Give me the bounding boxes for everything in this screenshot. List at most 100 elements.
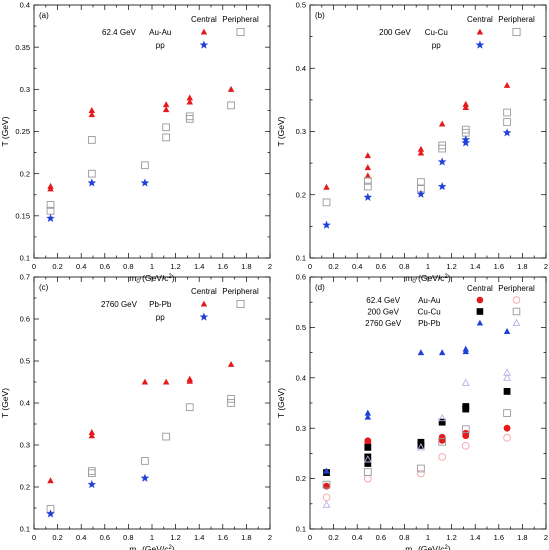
data-point (503, 424, 511, 432)
data-point (503, 409, 511, 417)
data-point (227, 394, 235, 403)
data-point (227, 85, 235, 92)
series-62-4-gev-au-au-central (323, 424, 511, 490)
x-tick-label: 0 (308, 262, 312, 271)
data-point (503, 433, 511, 442)
x-tick-label: 0.6 (100, 533, 110, 542)
data-point (162, 101, 170, 108)
data-point (87, 169, 96, 178)
data-point (363, 455, 372, 463)
data-point (227, 101, 235, 110)
data-point (162, 123, 171, 132)
legend: Central Peripheral 62.4 GeV Au-Au 200 GeV Cu-… (365, 284, 535, 328)
y-tick-label: 0.3 (296, 424, 306, 433)
legend-header-peripheral: Peripheral (222, 287, 259, 296)
x-tick-label: 1.8 (241, 262, 251, 271)
y-tick-label: 0.5 (296, 1, 306, 10)
data-point (503, 388, 511, 395)
legend-marker-reference (475, 40, 485, 49)
series-2760-gev-pb-pb-central (323, 328, 511, 474)
series-peripheral (46, 101, 235, 215)
panel-d: 0 0.2 0.4 0.6 0.8 1 1.2 1.4 1.6 1.8 2 0.1 0.2 0.3 0.4 0… (276, 273, 548, 550)
y-axis-label: T (GeV) (0, 388, 10, 418)
y-tick-label: 0.4 (20, 399, 30, 408)
y-tick-label: 0.25 (15, 127, 30, 136)
x-tick-label: 1.2 (170, 533, 180, 542)
data-point (502, 128, 512, 137)
x-tick-label: 0.4 (76, 262, 86, 271)
x-tick-label: 1.4 (470, 262, 480, 271)
data-point (87, 479, 97, 489)
series-200-gev-cu-cu-central (323, 388, 511, 476)
panel-a: 0 0.2 0.4 0.6 0.8 1 1.2 1.4 1.6 1.8 2 0.1 0.15 0.2 0.2… (0, 1, 272, 285)
x-tick-label: 0.8 (399, 533, 409, 542)
plot-frame (33, 4, 271, 259)
legend-header-central: Central (191, 15, 217, 24)
x-tick-label: 1.2 (170, 262, 180, 271)
data-point (47, 477, 54, 484)
y-axis-label: T (GeV) (276, 388, 286, 418)
x-tick-label: 1.2 (446, 533, 456, 542)
data-point (461, 441, 470, 450)
x-tick-label: 1.6 (494, 533, 504, 542)
legend-reference: pp (156, 41, 165, 50)
legend-marker-peripheral (512, 307, 521, 316)
x-tick-label: 1.8 (517, 262, 527, 271)
data-point (438, 453, 447, 461)
data-point (503, 81, 511, 88)
y-tick-label: 0.15 (15, 211, 30, 220)
x-tick-label: 0.8 (123, 262, 133, 271)
x-tick-label: 1.6 (218, 262, 228, 271)
data-point (417, 149, 425, 156)
legend-system: Cu-Cu (418, 308, 441, 317)
data-point (185, 403, 194, 412)
y-tick-label: 0.3 (20, 85, 30, 94)
data-point (417, 469, 425, 478)
data-point (323, 183, 330, 190)
legend-system: Au-Au (149, 28, 171, 37)
data-point (417, 441, 425, 449)
y-tick-label: 0.1 (20, 525, 30, 534)
data-point (323, 482, 330, 490)
x-tick-label: 0.2 (328, 533, 338, 542)
series-central (47, 360, 235, 484)
data-point (461, 378, 470, 386)
data-point (462, 348, 469, 355)
data-point (462, 104, 469, 111)
y-tick-label: 0.4 (20, 1, 30, 10)
data-point (503, 118, 511, 126)
data-point (364, 152, 372, 159)
legend-marker-central (476, 28, 484, 35)
y-tick-label: 0.2 (20, 169, 30, 178)
data-point (438, 144, 447, 153)
legend-marker-peripheral (236, 299, 245, 309)
legend: Central Peripheral 2760 GeV Pb-Pb pp (101, 287, 259, 322)
data-point (46, 201, 55, 209)
data-point (227, 360, 235, 367)
legend-energy: 62.4 GeV (366, 296, 400, 305)
y-tick-label: 0.4 (296, 64, 306, 73)
data-point (186, 94, 193, 101)
series-peripheral (322, 108, 511, 207)
data-point (364, 443, 372, 451)
legend-marker-peripheral (236, 27, 245, 37)
x-tick-label: 0.6 (376, 262, 386, 271)
x-tick-label: 0.4 (76, 533, 86, 542)
series-central (323, 81, 511, 190)
y-tick-label: 0.35 (15, 43, 30, 52)
x-tick-label: 1.4 (194, 262, 204, 271)
legend-marker-central (476, 319, 484, 326)
data-point (141, 161, 149, 170)
x-tick-label: 1.2 (446, 262, 456, 271)
legend-marker-reference (199, 40, 209, 49)
legend-marker-central (200, 28, 208, 35)
data-point (88, 107, 96, 113)
legend-energy: 200 GeV (379, 28, 411, 37)
data-point (322, 500, 331, 508)
data-point (503, 373, 512, 381)
data-point (162, 106, 170, 113)
x-tick-label: 1 (426, 533, 430, 542)
data-point (88, 111, 96, 118)
data-point (141, 378, 149, 385)
y-tick-label: 0.6 (20, 315, 30, 324)
